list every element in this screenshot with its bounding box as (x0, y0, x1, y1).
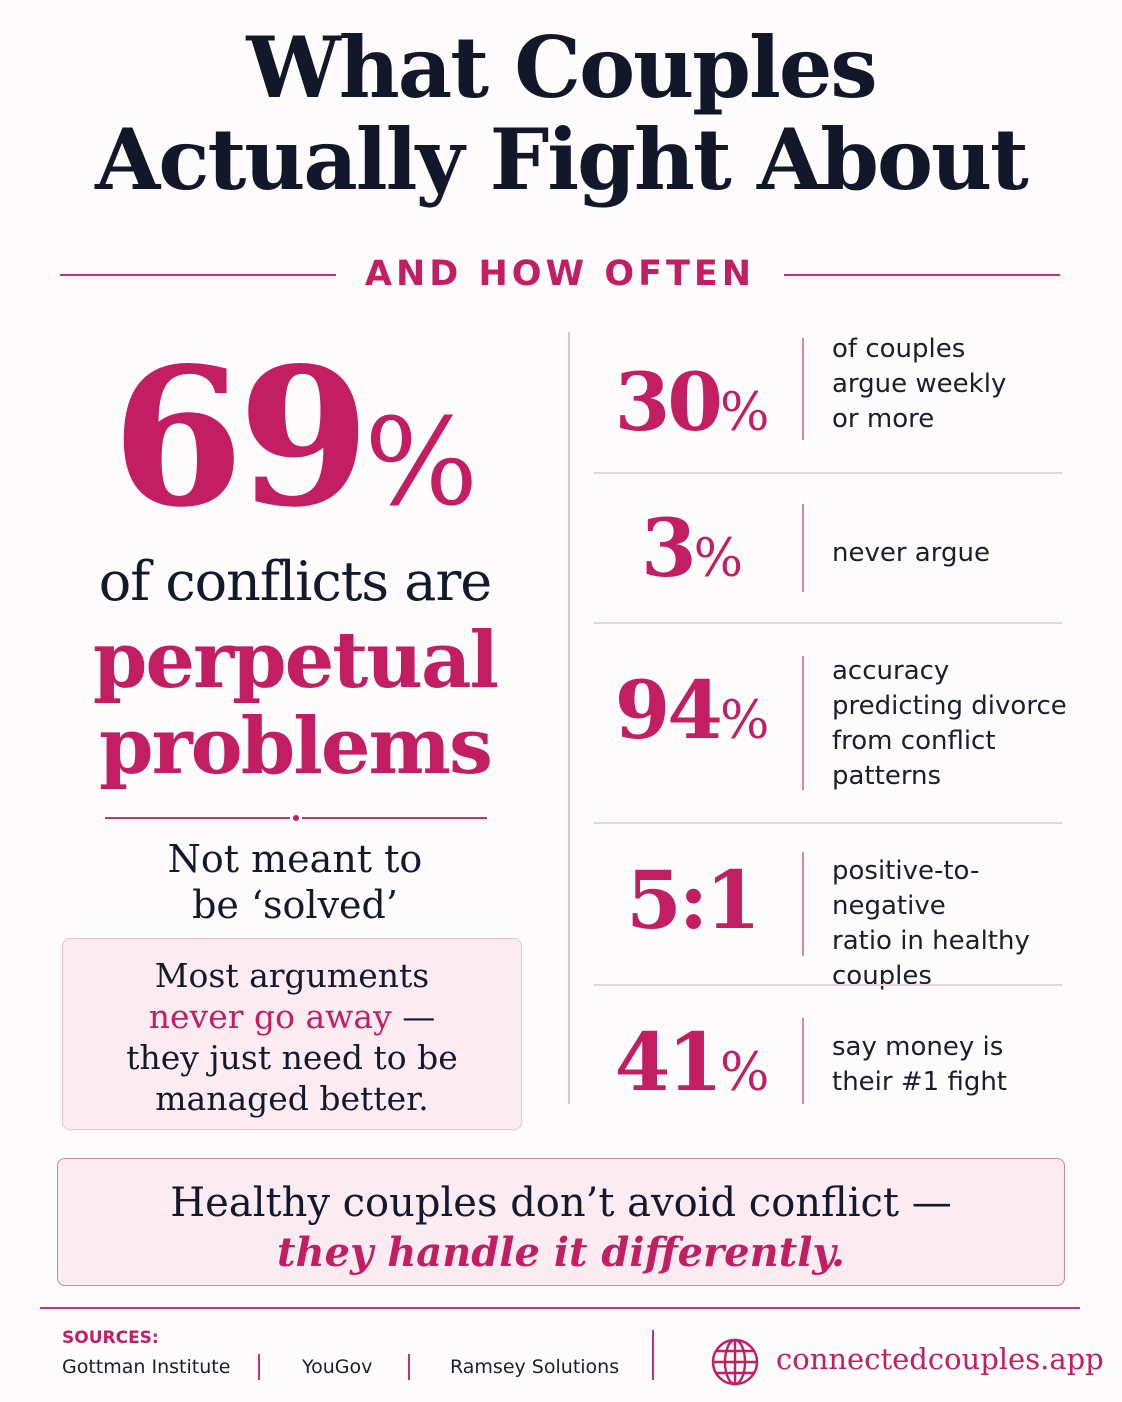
stat-description: positive-to-negative ratio in healthy co… (832, 856, 1030, 991)
stat-description: never argue (832, 538, 990, 568)
headline-stat-percent: % (364, 394, 479, 533)
website-link[interactable]: connectedcouples.app (776, 1342, 1104, 1376)
sources-label: SOURCES: (62, 1328, 159, 1348)
stat-row-never-argue: 3% never argue (594, 472, 1062, 624)
banner-line-1: Healthy couples don’t avoid conflict — (170, 1180, 952, 1226)
callout-line-4: managed better. (155, 1079, 429, 1118)
not-meant-note: Not meant to be ‘solved’ (60, 836, 530, 928)
globe-icon (711, 1338, 759, 1386)
not-meant-line-1: Not meant to (167, 837, 423, 881)
title-line-1: What Couples (246, 18, 877, 117)
stat-number: 30 (614, 355, 723, 449)
stat-value: 94% (594, 662, 790, 769)
dot-divider (105, 812, 487, 824)
problems-word: problems (99, 701, 493, 792)
source-separator (408, 1354, 410, 1380)
stat-row-weekly: 30% of couples argue weekly or more (594, 332, 1062, 474)
headline-stat-number: 69 (111, 326, 370, 549)
stat-description: of couples argue weekly or more (832, 334, 1007, 434)
stat-suffix: % (693, 529, 744, 589)
stat-suffix: % (719, 691, 770, 751)
banner-line-2: they handle it differently. (277, 1229, 845, 1276)
stat-value: 3% (594, 500, 790, 607)
subtitle-row: AND HOW OFTEN (60, 252, 1060, 296)
subtitle-rule-right (784, 274, 1060, 276)
arguments-callout-box: Most arguments never go away — they just… (62, 938, 522, 1130)
callout-line-1: Most arguments (154, 956, 430, 995)
stat-row-divorce-accuracy: 94% accuracy predicting divorce from con… (594, 622, 1067, 824)
not-meant-line-2: be ‘solved’ (192, 883, 398, 927)
headline-stat: 69% (60, 318, 530, 584)
page-title: What Couples Actually Fight About (0, 22, 1122, 206)
stat-description: accuracy predicting divorce from conflic… (832, 656, 1067, 791)
stat-number: 5:1 (626, 853, 761, 947)
title-line-2: Actually Fight About (95, 110, 1029, 209)
divider-dot-icon (290, 812, 302, 824)
callout-line-2: never go away — (63, 996, 521, 1037)
stat-suffix: % (719, 383, 770, 443)
perpetual-word: perpetual (92, 615, 499, 706)
source-yougov: YouGov (302, 1356, 373, 1378)
column-divider (568, 332, 570, 1104)
stat-value: 41% (594, 1014, 790, 1121)
subtitle-rule-left (60, 274, 336, 276)
takeaway-banner: Healthy couples don’t avoid conflict — t… (57, 1158, 1065, 1286)
stat-value: 5:1 (594, 852, 790, 948)
perpetual-problems-heading: perpetual problems (40, 618, 550, 790)
stat-number: 3 (640, 501, 697, 595)
callout-dash: — (391, 997, 436, 1036)
headline-stat-caption: of conflicts are (98, 550, 493, 613)
stat-number: 41 (614, 1015, 723, 1109)
stat-description: say money is their #1 fight (832, 1032, 1007, 1097)
subtitle: AND HOW OFTEN (364, 254, 756, 294)
stat-number: 94 (614, 663, 723, 757)
footer-separator (652, 1330, 654, 1380)
footer-divider (40, 1307, 1080, 1309)
callout-line-3: they just need to be (126, 1038, 458, 1077)
stat-value: 30% (594, 354, 790, 461)
source-ramsey: Ramsey Solutions (450, 1356, 620, 1378)
source-separator (258, 1354, 260, 1380)
callout-highlight: never go away (148, 997, 392, 1036)
source-gottman: Gottman Institute (62, 1356, 231, 1378)
stat-suffix: % (719, 1043, 770, 1103)
stat-row-money: 41% say money is their #1 fight (594, 984, 1062, 1114)
stat-row-ratio: 5:1 positive-to-negative ratio in health… (594, 822, 1062, 991)
